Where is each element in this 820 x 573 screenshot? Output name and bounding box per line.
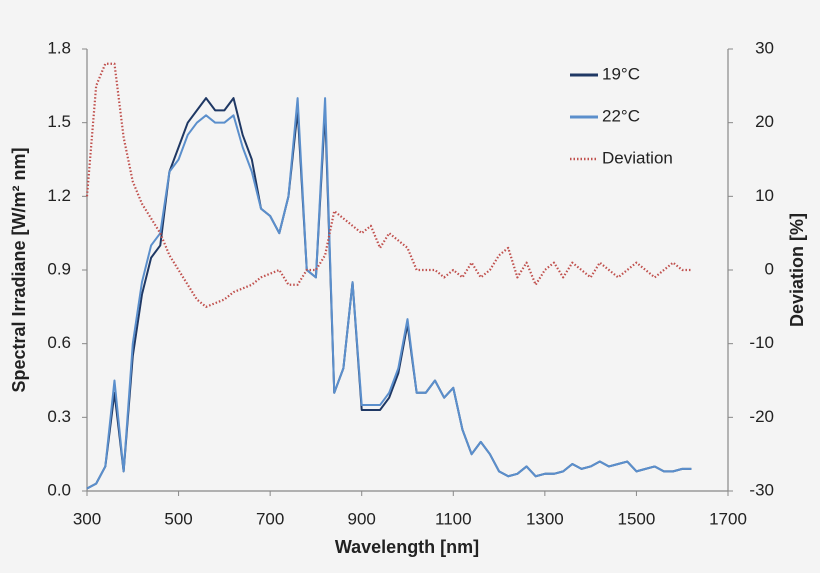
x-tick-label: 500 — [164, 509, 192, 528]
x-tick-label: 900 — [348, 509, 376, 528]
y-tick-label: 0.3 — [47, 407, 71, 426]
series-line — [86, 97, 692, 490]
legend-label: 19°C — [602, 64, 640, 83]
y2-tick-label: -10 — [749, 333, 774, 352]
y2-tick-label: 30 — [755, 38, 774, 57]
y-axis-title: Spectral Irradiane [W/m² nm] — [9, 147, 29, 392]
x-tick-label: 300 — [73, 509, 101, 528]
x-tick-label: 1700 — [709, 509, 747, 528]
y-tick-label: 1.5 — [47, 112, 71, 131]
y2-tick-label: 0 — [765, 259, 774, 278]
y2-tick-label: -20 — [749, 407, 774, 426]
y-tick-label: 1.8 — [47, 38, 71, 57]
y-tick-label: 0.9 — [47, 259, 71, 278]
legend-label: 22°C — [602, 106, 640, 125]
series-line — [86, 97, 692, 490]
y2-tick-label: -30 — [749, 480, 774, 499]
x-tick-label: 1300 — [526, 509, 564, 528]
y2-tick-label: 10 — [755, 186, 774, 205]
y2-tick-label: 20 — [755, 112, 774, 131]
y-tick-label: 0.0 — [47, 480, 71, 499]
y-tick-label: 0.6 — [47, 333, 71, 352]
series-line — [85, 62, 692, 308]
legend-label: Deviation — [602, 148, 673, 167]
y2-axis-title: Deviation [%] — [787, 213, 807, 327]
x-tick-label: 700 — [256, 509, 284, 528]
x-tick-label: 1100 — [435, 509, 472, 528]
x-axis-title: Wavelength [nm] — [335, 537, 479, 557]
y-tick-label: 1.2 — [47, 186, 71, 205]
x-tick-label: 1500 — [618, 509, 656, 528]
